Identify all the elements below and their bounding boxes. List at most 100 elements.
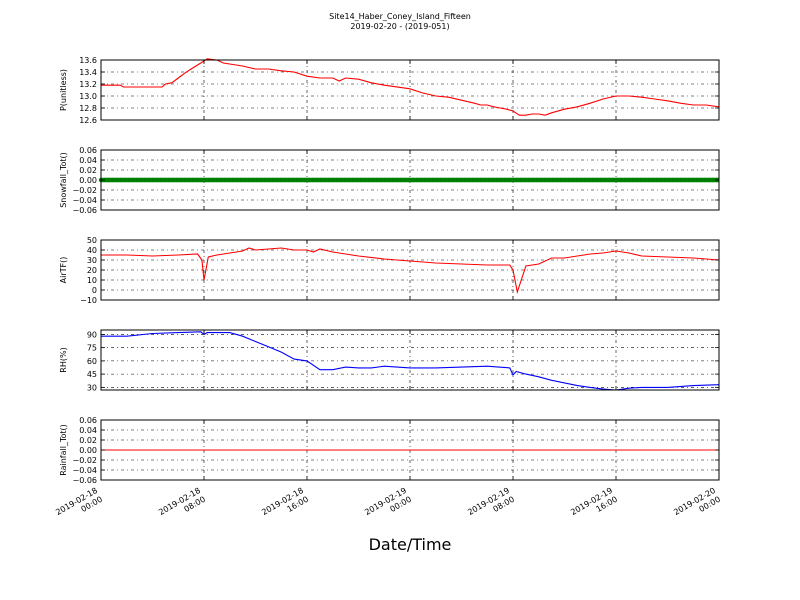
y-tick-label: 20 [87,266,97,275]
y-tick-label: 13.4 [79,68,97,77]
data-point [166,177,172,183]
data-point [642,177,648,183]
data-point [414,177,420,183]
data-point [318,177,324,183]
data-point [514,177,520,183]
data-point [574,177,580,183]
x-tick-label: 2019-02-1908:00 [466,486,516,526]
grid [101,240,719,300]
data-point [558,177,564,183]
data-point [330,177,336,183]
y-axis-label: AirTF() [59,257,68,284]
chart-subtitle: 2019-02-20 - (2019-051) [350,22,449,31]
data-point [646,177,652,183]
data-point [458,177,464,183]
data-point [446,177,452,183]
x-tick-label: 2019-02-1808:00 [157,486,207,526]
data-point [578,177,584,183]
data-point [666,177,672,183]
data-point [670,177,676,183]
data-point [418,177,424,183]
data-point [142,177,148,183]
data-point [350,177,356,183]
data-point [698,177,704,183]
y-tick-label: 13.6 [79,56,97,65]
grid [101,330,719,390]
y-tick-label: 45 [87,370,97,379]
y-tick-label: 10 [87,276,97,285]
data-point [426,177,432,183]
data-point [114,177,120,183]
data-point [270,177,276,183]
series-line [101,58,720,116]
data-point [638,177,644,183]
data-point [570,177,576,183]
data-point [410,177,416,183]
data-point [694,177,700,183]
data-point [442,177,448,183]
data-point [498,177,504,183]
data-point [674,177,680,183]
data-point [614,177,620,183]
y-axis-label: RH(%) [59,347,68,372]
data-point [706,177,712,183]
data-point [482,177,488,183]
data-point [682,177,688,183]
data-point [118,177,124,183]
data-point [262,177,268,183]
data-point [702,177,708,183]
data-point [438,177,444,183]
data-point [258,177,264,183]
data-point [174,177,180,183]
data-point [354,177,360,183]
data-point [690,177,696,183]
data-point [550,177,556,183]
subplot-5: 0.060.040.020.00−0.02−0.04−0.06 Rainfall_… [59,416,720,485]
x-axis-label: Date/Time [369,535,452,554]
data-point [154,177,160,183]
x-tick-label: 2019-02-1900:00 [363,486,413,526]
data-point [494,177,500,183]
x-tick-label: 2019-02-2000:00 [672,486,722,526]
y-tick-label: 0.04 [79,156,97,165]
data-point [322,177,328,183]
data-point [190,177,196,183]
x-tick-label: 2019-02-1916:00 [569,486,619,526]
data-point [378,177,384,183]
data-point [286,177,292,183]
x-tick-label: 2019-02-1800:00 [54,486,104,526]
y-tick-label: −0.02 [72,456,97,465]
series-line [101,331,720,391]
data-point [194,177,200,183]
data-point [422,177,428,183]
y-tick-label: 0.06 [79,146,97,155]
subplot-2: 0.060.040.020.00−0.02−0.04−0.06 Snowfall_… [59,146,720,215]
data-point [686,177,692,183]
data-point [606,177,612,183]
data-point [238,177,244,183]
data-point [250,177,256,183]
data-point [434,177,440,183]
data-point [206,177,212,183]
y-tick-label: 90 [87,330,97,339]
data-point [282,177,288,183]
y-tick-label: −0.04 [72,196,97,205]
data-point [658,177,664,183]
data-point [158,177,164,183]
data-point [502,177,508,183]
y-tick-label: 12.8 [79,104,97,113]
data-point [650,177,656,183]
data-point [150,177,156,183]
data-point [226,177,232,183]
y-tick-label: 0.02 [79,436,97,445]
chart-title: Site14_Haber_Coney_Island_Fifteen [329,12,471,21]
data-point [302,177,308,183]
y-axis-label: Rainfall_Tot() [59,424,68,476]
data-point [478,177,484,183]
data-point [370,177,376,183]
data-point [294,177,300,183]
data-point [430,177,436,183]
y-tick-label: 0.02 [79,166,97,175]
data-point [622,177,628,183]
data-point [382,177,388,183]
